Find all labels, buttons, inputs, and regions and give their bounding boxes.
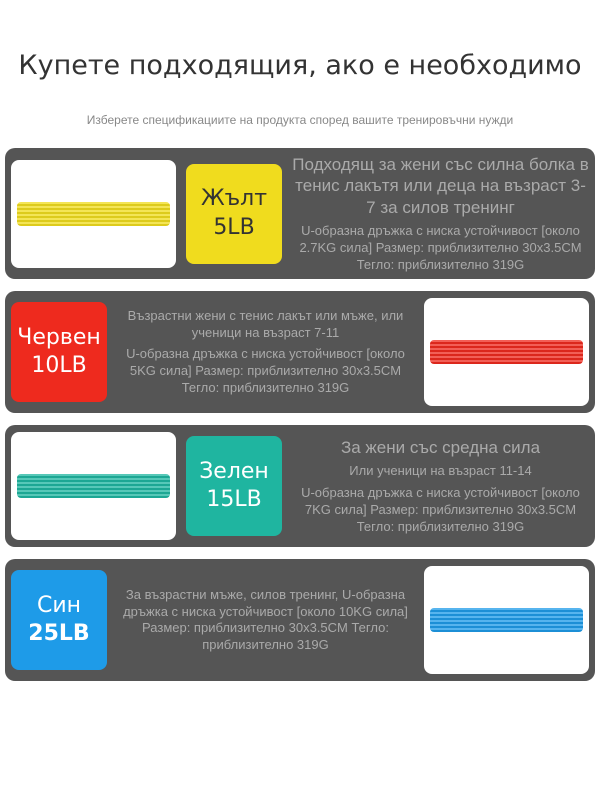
description-extra: Или ученици на възраст 11-14 — [349, 463, 532, 479]
product-card-yellow: Жълт 5LB Подходящ за жени със силна болка… — [5, 148, 595, 280]
color-tag-blue: Син 25LB — [11, 570, 107, 671]
description: За жени със средна сила Или ученици на в… — [292, 437, 589, 536]
page-subtitle: Изберете спецификациите на продукта спор… — [86, 113, 514, 127]
weight: 25LB — [28, 621, 90, 647]
description-spec: U-образна дръжка с ниска устойчивост [ок… — [126, 346, 405, 396]
weight: 10LB — [31, 353, 87, 379]
product-image-red — [424, 298, 589, 407]
color-name: Червен — [17, 324, 101, 350]
grip-bar-green — [17, 474, 170, 499]
product-image-yellow — [11, 159, 176, 268]
weight: 15LB — [206, 487, 262, 513]
product-card-blue: Син 25LB За възрастни мъже, силов тренинг… — [5, 559, 595, 682]
color-tag-green: Зелен 15LB — [186, 436, 282, 537]
description-spec: U-образна дръжка с ниска устойчивост [ок… — [299, 222, 582, 272]
description-spec: U-образна дръжка с ниска устойчивост [ок… — [301, 485, 580, 534]
grip-bar-red — [430, 340, 583, 365]
color-name: Зелен — [199, 458, 269, 484]
color-name: Син — [36, 592, 82, 618]
product-image-green — [11, 432, 176, 541]
product-card-green: Зелен 15LB За жени със средна сила Или уч… — [5, 425, 595, 548]
product-card-red: Червен 10LB Възрастни жени с тенис лакът … — [5, 291, 595, 414]
grip-bar-blue — [430, 608, 583, 633]
product-image-blue — [424, 566, 589, 675]
page-title: Купете подходящия, ако е необходимо — [18, 50, 582, 81]
description-main: Възрастни жени с тенис лакът или мъже, и… — [127, 307, 404, 340]
color-tag-yellow: Жълт 5LB — [186, 163, 282, 264]
description-main: За възрастни мъже, силов тренинг, U-обра… — [123, 586, 408, 653]
description: Възрастни жени с тенис лакът или мъже, и… — [117, 308, 414, 397]
grip-bar-yellow — [17, 201, 170, 226]
description-main: За жени със средна сила — [340, 438, 541, 458]
color-tag-red: Червен 10LB — [11, 302, 107, 403]
description: Подходящ за жени със силна болка в тенис… — [292, 154, 589, 273]
color-name: Жълт — [200, 186, 268, 212]
description-main: Подходящ за жени със силна болка в тенис… — [292, 155, 589, 217]
description: За възрастни мъже, силов тренинг, U-обра… — [117, 587, 414, 655]
weight: 5LB — [213, 214, 255, 240]
product-list: Жълт 5LB Подходящ за жени със силна болка… — [5, 148, 595, 682]
